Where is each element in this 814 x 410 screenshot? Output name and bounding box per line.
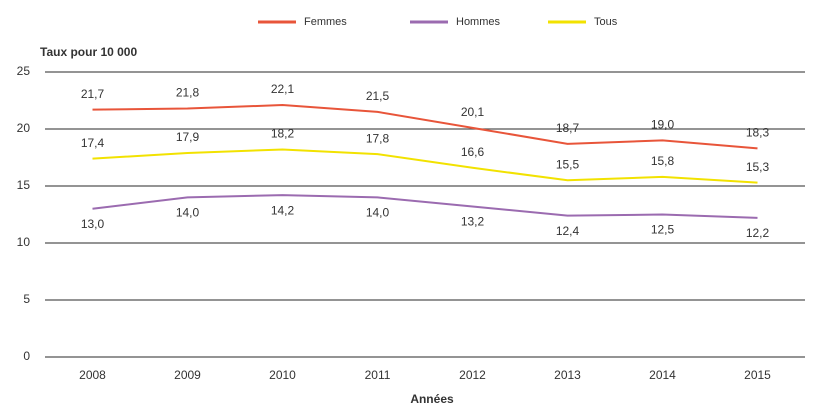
data-label: 15,8 [651, 154, 675, 168]
series-line [92, 194, 758, 219]
data-label: 18,2 [271, 127, 295, 141]
y-tick-label: 5 [23, 292, 30, 306]
x-axis-title: Années [410, 392, 454, 406]
data-label: 21,5 [366, 89, 390, 103]
data-label: 18,7 [556, 121, 580, 135]
x-tick-label: 2009 [174, 368, 201, 382]
series-line [92, 148, 758, 184]
data-label: 15,5 [556, 157, 580, 171]
legend-label: Tous [594, 16, 618, 28]
y-tick-label: 0 [23, 349, 30, 363]
data-label: 17,9 [176, 130, 200, 144]
data-label: 12,5 [651, 223, 675, 237]
x-tick-label: 2014 [649, 368, 676, 382]
x-tick-label: 2012 [459, 368, 486, 382]
y-tick-label: 10 [17, 235, 31, 249]
data-label: 22,1 [271, 82, 295, 96]
data-label: 20,1 [461, 105, 485, 119]
legend-label: Hommes [456, 16, 501, 28]
data-label: 21,8 [176, 86, 200, 100]
data-label: 14,0 [366, 206, 390, 220]
x-tick-label: 2011 [365, 368, 391, 382]
data-label: 13,2 [461, 215, 485, 229]
y-tick-label: 25 [17, 64, 31, 78]
data-label: 15,3 [746, 160, 770, 174]
y-tick-label: 20 [17, 121, 31, 135]
data-label: 14,2 [271, 203, 295, 217]
y-axis-title: Taux pour 10 000 [40, 45, 137, 59]
data-label: 19,0 [651, 118, 675, 132]
series-line [92, 104, 758, 150]
y-tick-label: 15 [17, 178, 31, 192]
data-label: 17,4 [81, 136, 105, 150]
data-label: 12,4 [556, 224, 580, 238]
x-tick-label: 2008 [79, 368, 106, 382]
data-label: 18,3 [746, 126, 770, 140]
data-label: 14,0 [176, 206, 200, 220]
data-label: 17,8 [366, 131, 390, 145]
data-label: 12,2 [746, 226, 770, 240]
legend-label: Femmes [304, 16, 347, 28]
x-tick-label: 2013 [554, 368, 581, 382]
x-tick-label: 2015 [744, 368, 771, 382]
data-label: 13,0 [81, 217, 105, 231]
data-label: 21,7 [81, 87, 105, 101]
x-tick-label: 2010 [269, 368, 296, 382]
data-label: 16,6 [461, 145, 485, 159]
